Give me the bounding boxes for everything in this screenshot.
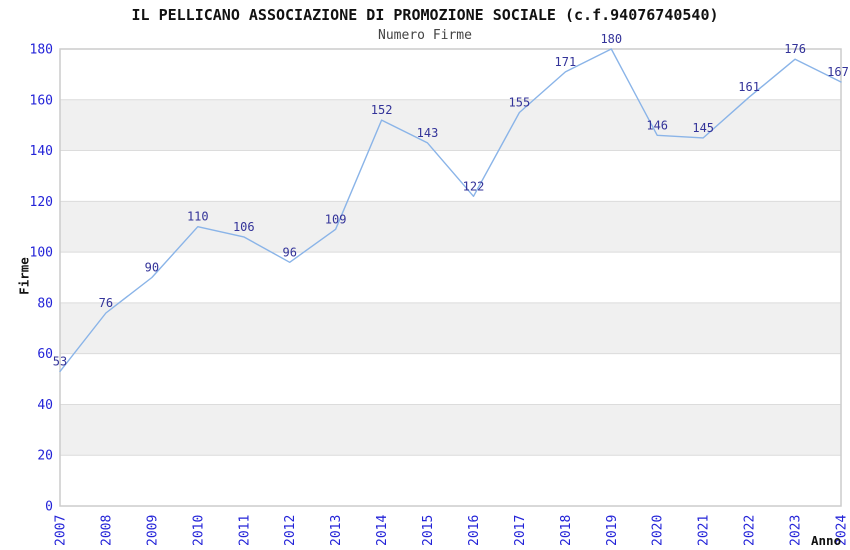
x-tick-label: 2009 (145, 515, 160, 546)
x-axis-title: Anno (811, 533, 842, 548)
plot-band (60, 404, 841, 456)
y-tick-label: 0 (45, 500, 53, 515)
x-tick-label: 2014 (375, 515, 390, 546)
point-label: 76 (99, 296, 113, 310)
x-tick-label: 2019 (605, 515, 620, 546)
chart-title: IL PELLICANO ASSOCIAZIONE DI PROMOZIONE … (131, 6, 719, 24)
y-tick-label: 80 (37, 296, 53, 311)
x-tick-label: 2008 (99, 515, 114, 546)
point-label: 171 (555, 55, 577, 69)
y-tick-label: 20 (37, 449, 53, 464)
point-label: 176 (784, 42, 806, 56)
point-label: 143 (417, 126, 439, 140)
plot-border (59, 48, 842, 507)
x-tick-label: 2024 (835, 515, 850, 546)
y-tick-label: 180 (30, 43, 53, 58)
x-tick-label: 2011 (237, 515, 252, 546)
x-tick-label: 2007 (54, 515, 69, 546)
point-label: 155 (509, 96, 531, 110)
x-tick-label: 2013 (329, 515, 344, 546)
x-tick-label: 2015 (421, 515, 436, 546)
y-tick-label: 40 (37, 398, 53, 413)
point-label: 180 (600, 32, 622, 46)
chart-subtitle: Numero Firme (378, 28, 472, 43)
point-label: 96 (282, 245, 296, 259)
plot-band (60, 302, 841, 354)
point-label: 167 (827, 65, 849, 79)
y-tick-label: 100 (30, 246, 53, 261)
x-tick-label: 2020 (651, 515, 666, 546)
x-tick-label: 2012 (283, 515, 298, 546)
y-tick-label: 120 (30, 195, 53, 210)
y-axis-title: Firme (16, 257, 32, 295)
x-tick-label: 2022 (743, 515, 758, 546)
y-tick-label: 60 (37, 347, 53, 362)
plot-band (60, 99, 841, 151)
y-tick-label: 140 (30, 144, 53, 159)
x-tick-label: 2017 (513, 515, 528, 546)
x-tick-label: 2023 (789, 515, 804, 546)
x-tick-label: 2021 (697, 515, 712, 546)
series-line (59, 48, 842, 373)
point-label: 106 (233, 220, 255, 234)
point-label: 161 (738, 80, 760, 94)
point-label: 53 (53, 354, 67, 368)
point-label: 152 (371, 103, 393, 117)
point-label: 90 (145, 261, 159, 275)
point-label: 110 (187, 210, 209, 224)
plot-band (60, 201, 841, 253)
point-label: 122 (463, 179, 485, 193)
point-label: 146 (646, 118, 668, 132)
x-tick-label: 2016 (467, 515, 482, 546)
x-tick-label: 2010 (191, 515, 206, 546)
y-tick-label: 160 (30, 93, 53, 108)
point-label: 145 (692, 121, 714, 135)
point-label: 109 (325, 212, 347, 226)
x-tick-label: 2018 (559, 515, 574, 546)
